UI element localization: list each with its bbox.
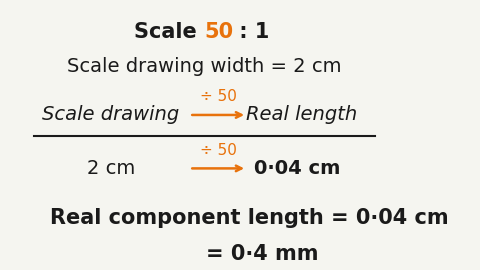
Text: 0·04 cm: 0·04 cm — [254, 159, 340, 178]
Text: 50: 50 — [204, 22, 233, 42]
Text: 2 cm: 2 cm — [87, 159, 135, 178]
Text: Real component length = 0·04 cm: Real component length = 0·04 cm — [50, 208, 449, 228]
Text: : 1: : 1 — [232, 22, 269, 42]
Text: ÷ 50: ÷ 50 — [200, 89, 237, 104]
Text: Scale drawing width = 2 cm: Scale drawing width = 2 cm — [67, 57, 342, 76]
Text: Scale drawing: Scale drawing — [42, 106, 180, 124]
Text: = 0·4 mm: = 0·4 mm — [206, 244, 319, 264]
Text: ÷ 50: ÷ 50 — [200, 143, 237, 158]
Text: Scale: Scale — [134, 22, 204, 42]
Text: Real length: Real length — [246, 106, 358, 124]
